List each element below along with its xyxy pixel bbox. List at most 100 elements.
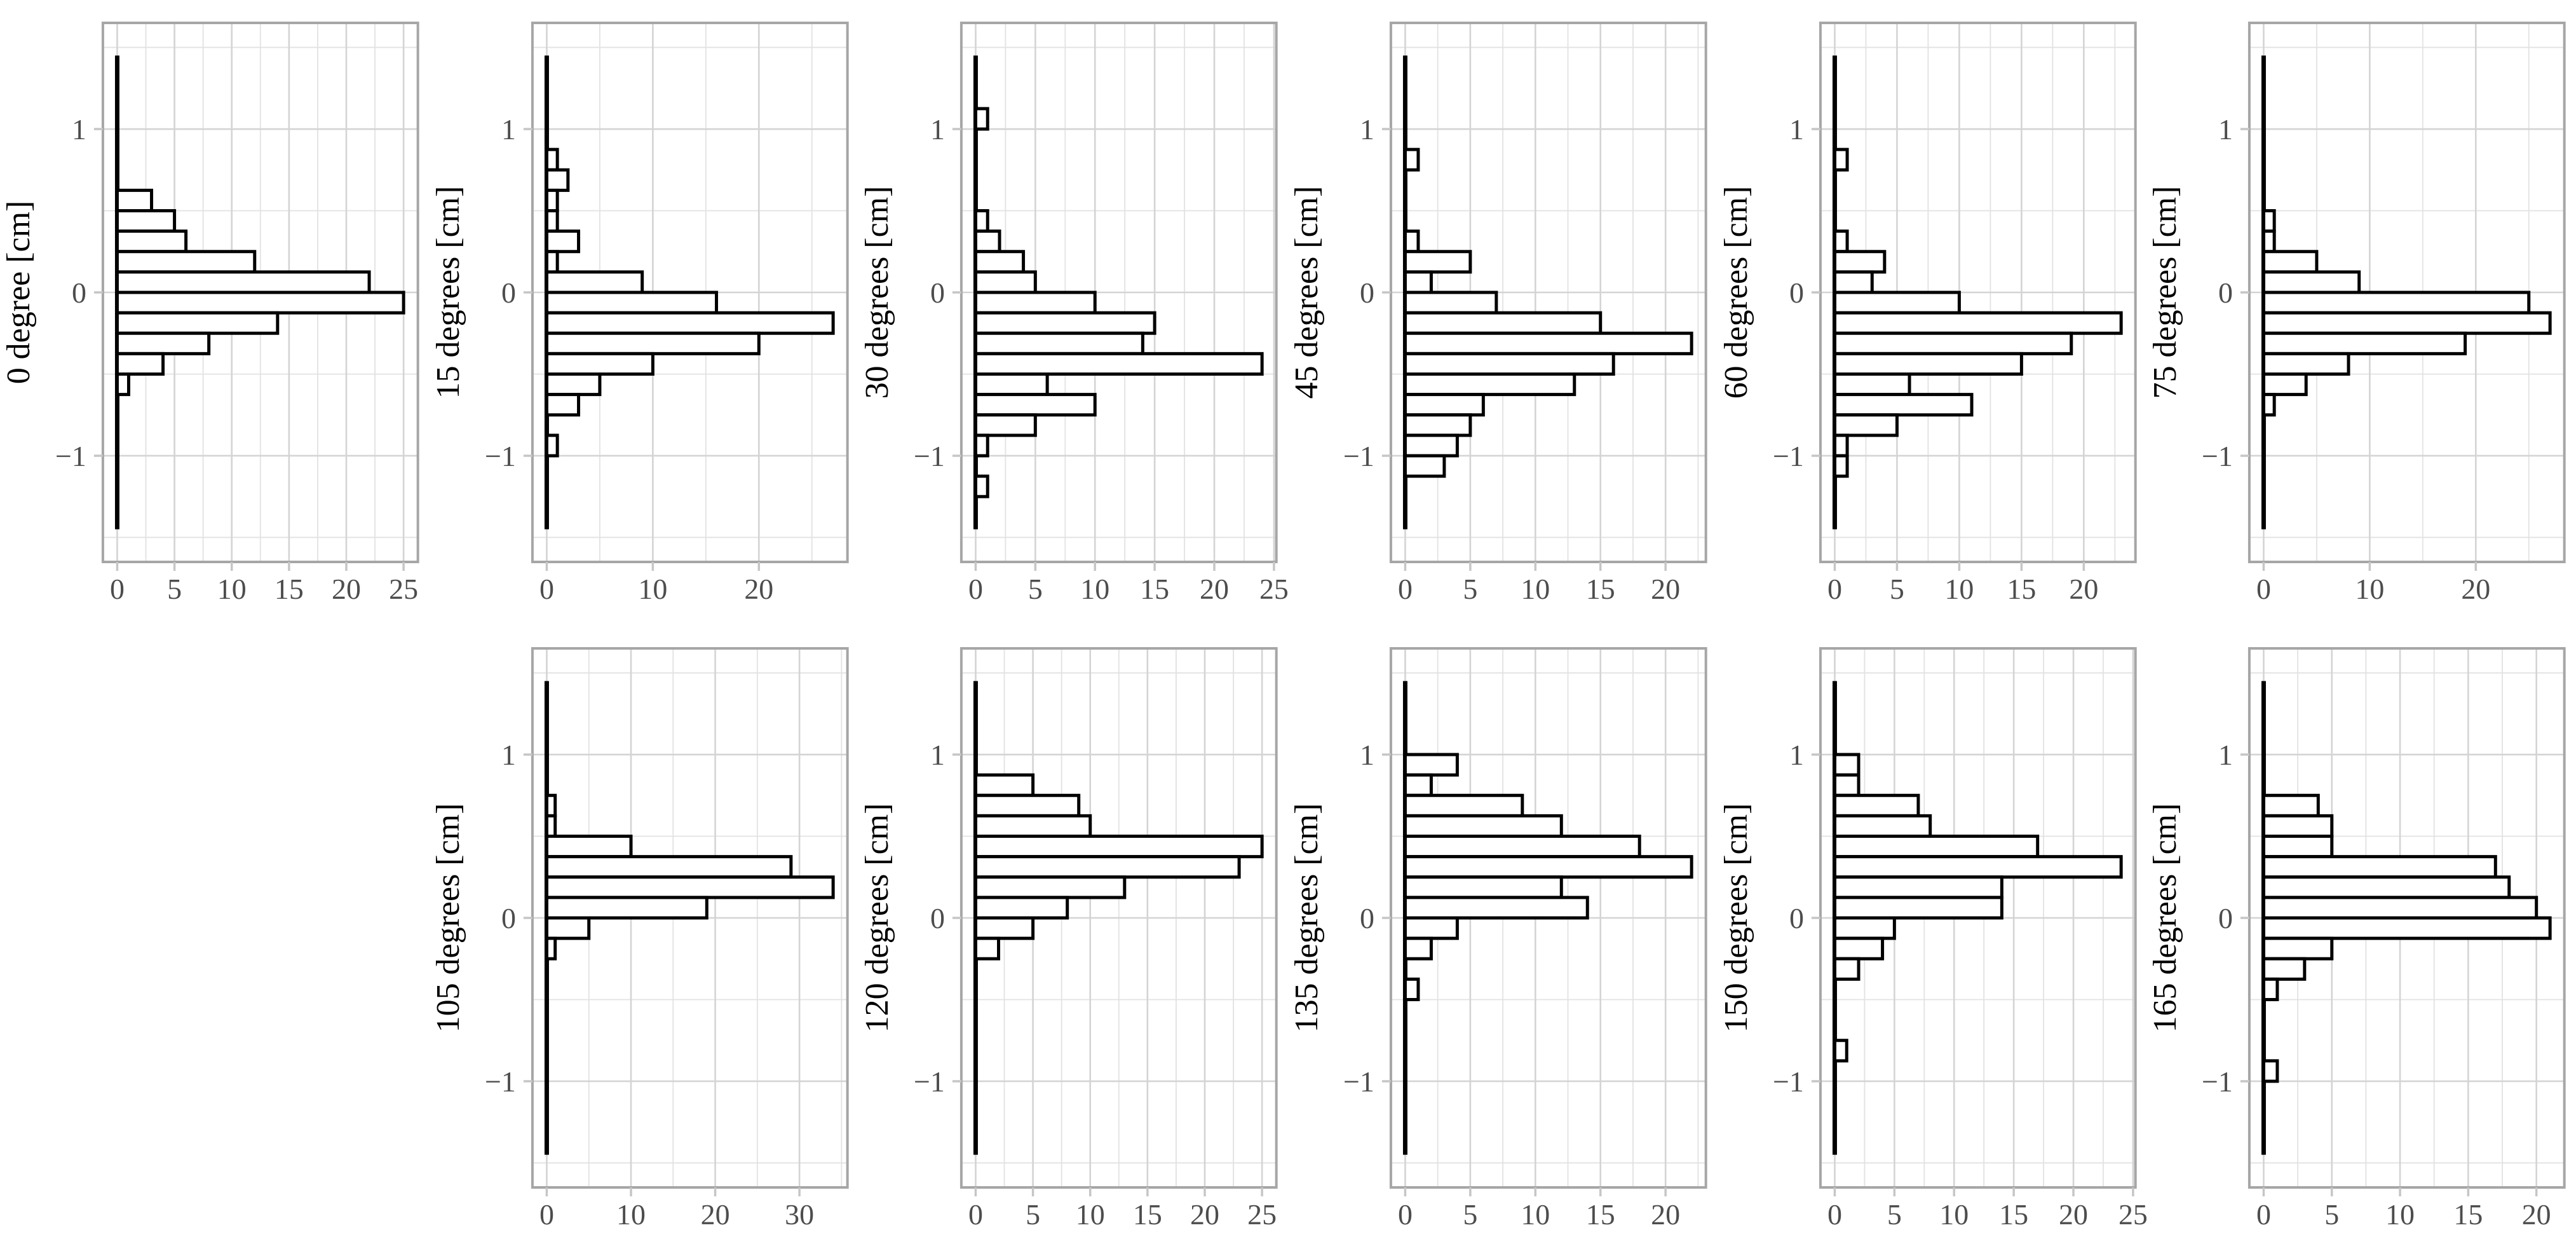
histogram-bar <box>1833 393 1974 417</box>
panel-frame <box>1389 647 1707 1189</box>
histogram-bar <box>545 229 580 254</box>
x-tick-label: 0 <box>539 573 554 605</box>
histogram-bar <box>1833 896 2003 920</box>
histogram-bar <box>2262 311 2552 335</box>
histogram-bar <box>974 250 1026 274</box>
histogram-bar <box>545 250 559 274</box>
panel-0-degree-cm: 0 5 10 15 20 25 1 0 −1 0 degree [cm] <box>0 0 430 626</box>
y-axis-labels: 1 0 −1 <box>1773 113 1804 472</box>
y-tick-label: −1 <box>485 440 516 472</box>
y-tick-label: 1 <box>72 113 86 146</box>
histogram-bar <box>545 814 557 838</box>
histogram-bar <box>115 250 257 274</box>
x-axis-ticks <box>975 562 1276 571</box>
histogram-bar <box>1403 229 1420 254</box>
x-tick-label: 10 <box>1081 573 1110 605</box>
y-axis-labels: 1 0 −1 <box>2202 739 2233 1098</box>
histogram-bar <box>545 147 559 172</box>
histogram-bar <box>545 209 559 233</box>
x-tick-label: 0 <box>2256 1198 2271 1231</box>
x-tick-label: 20 <box>2069 573 2098 605</box>
histogram-bar <box>1833 270 1874 294</box>
x-tick-label: 15 <box>1133 1198 1162 1231</box>
axis-title: 120 degrees [cm] <box>859 803 895 1033</box>
histogram-bar <box>1833 250 1886 274</box>
histogram-bar <box>545 393 580 417</box>
x-axis-labels: 0 10 20 <box>539 573 773 605</box>
y-tick-label: −1 <box>914 1065 945 1098</box>
histogram-bar <box>2262 270 2361 294</box>
y-tick-label: 1 <box>1789 739 1804 771</box>
histogram-bar <box>2262 916 2552 940</box>
y-axis-ticks <box>1811 753 1820 1083</box>
panel-135-degrees-cm: 0 5 10 15 20 1 0 −1 135 degrees [cm] <box>1288 626 1718 1251</box>
x-tick-label: 20 <box>1651 573 1680 605</box>
bars <box>1403 147 1693 478</box>
histogram-bar <box>1403 413 1472 437</box>
histogram-bar <box>2262 291 2531 315</box>
x-axis-labels: 0 5 10 15 20 <box>1398 1198 1680 1231</box>
x-tick-label: 10 <box>616 1198 646 1231</box>
x-tick-label: 20 <box>2059 1198 2088 1231</box>
histogram-bar <box>1833 916 1896 940</box>
x-tick-label: 15 <box>2454 1198 2483 1231</box>
histogram-bar <box>974 372 1049 397</box>
x-tick-label: 0 <box>2256 573 2271 605</box>
x-axis-ticks <box>116 562 405 571</box>
y-axis-labels: 1 0 −1 <box>2202 113 2233 472</box>
x-tick-label: 0 <box>110 573 125 605</box>
x-tick-label: 20 <box>1200 573 1229 605</box>
histogram-bar <box>545 352 654 376</box>
histogram-bar <box>1403 147 1420 172</box>
histogram-bar <box>2262 1059 2279 1083</box>
x-tick-label: 5 <box>1028 573 1043 605</box>
histogram-bar <box>974 793 1081 817</box>
bars <box>545 147 835 458</box>
x-tick-label: 0 <box>1398 573 1413 605</box>
histogram-bar <box>1833 793 1920 817</box>
x-tick-label: 20 <box>744 573 773 605</box>
y-tick-label: −1 <box>1343 440 1374 472</box>
histogram-bar <box>974 434 990 458</box>
axis-title: 165 degrees [cm] <box>2147 803 2183 1033</box>
y-axis-ticks <box>1381 753 1391 1083</box>
y-tick-label: 1 <box>501 739 516 771</box>
panel-45-degrees-cm: 0 5 10 15 20 1 0 −1 45 degrees [cm] <box>1288 0 1718 626</box>
histogram-bar <box>545 311 835 335</box>
y-tick-label: −1 <box>485 1065 516 1098</box>
histogram-bar <box>545 331 761 355</box>
x-tick-label: 20 <box>1651 1198 1680 1231</box>
x-tick-label: 20 <box>2522 1198 2551 1231</box>
y-tick-label: 0 <box>930 902 945 934</box>
y-tick-label: 0 <box>72 277 86 309</box>
bars <box>1403 753 1693 1001</box>
y-tick-label: 1 <box>2218 739 2233 771</box>
histogram-bar <box>974 270 1038 294</box>
x-tick-label: 0 <box>1827 1198 1842 1231</box>
x-tick-label: 15 <box>1999 1198 2028 1231</box>
y-tick-label: 0 <box>501 277 516 309</box>
histogram-bar <box>974 393 1097 417</box>
x-tick-label: 10 <box>1521 573 1550 605</box>
y-tick-label: 0 <box>2218 277 2233 309</box>
histogram-bar <box>1403 331 1693 355</box>
histogram-bar <box>545 936 557 960</box>
panel-frame <box>1819 647 2137 1189</box>
histogram-bar <box>1833 291 1961 315</box>
histogram-bar <box>1833 875 2003 899</box>
histogram-bar <box>115 209 177 233</box>
y-axis-ticks <box>2240 753 2250 1083</box>
histogram-bar <box>115 291 405 315</box>
histogram-bar <box>1833 773 1861 797</box>
histogram-bar <box>115 372 130 397</box>
x-axis-labels: 0 5 10 15 20 25 <box>110 573 418 605</box>
x-tick-label: 20 <box>700 1198 729 1231</box>
histogram-bar <box>974 474 990 498</box>
bars <box>974 773 1264 960</box>
axis-title: 75 degrees [cm] <box>2147 186 2183 399</box>
y-tick-label: −1 <box>1773 1065 1804 1098</box>
x-tick-label: 25 <box>389 573 418 605</box>
